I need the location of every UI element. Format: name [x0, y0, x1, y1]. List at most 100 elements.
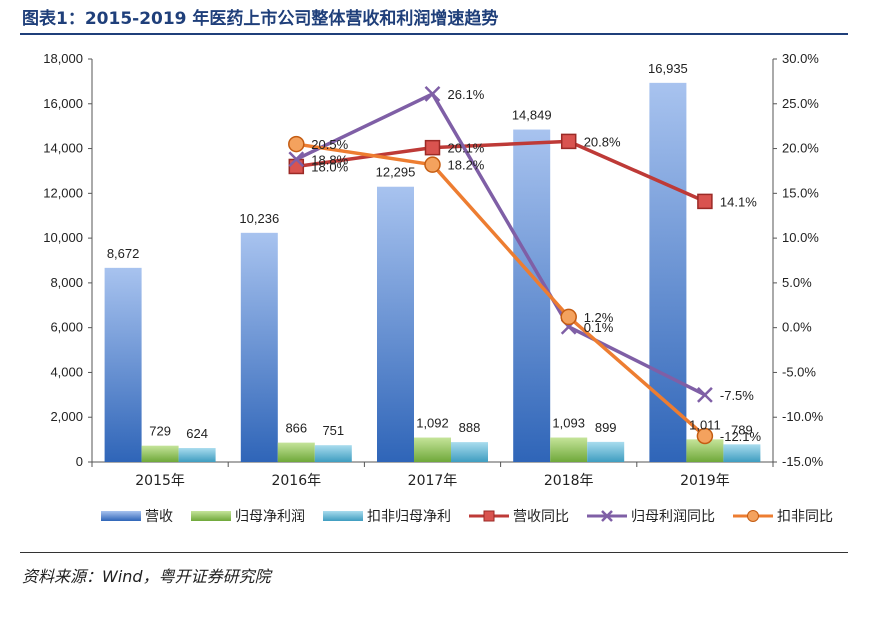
bar	[104, 267, 142, 462]
legend-label: 归母利润同比	[631, 508, 715, 525]
bar	[314, 445, 352, 462]
legend-item: 营收	[101, 509, 173, 525]
bar	[649, 82, 687, 462]
legend-marker	[483, 510, 495, 522]
legend-label: 归母净利润	[235, 508, 305, 525]
bar-data-label: 789	[731, 422, 753, 437]
source-note: 资料来源：Wind，粤开证券研究院	[22, 567, 271, 586]
right-tick-label: -5.0%	[782, 364, 816, 379]
left-tick-label: 4,000	[50, 364, 83, 379]
line-data-label: -7.5%	[720, 388, 754, 403]
right-tick-label: 5.0%	[782, 275, 812, 290]
left-tick-label: 18,000	[43, 51, 83, 66]
bar	[587, 441, 625, 462]
bar	[414, 437, 451, 462]
bar	[277, 442, 315, 462]
bar	[240, 232, 278, 462]
bar-data-label: 10,236	[239, 211, 279, 226]
left-tick-label: 8,000	[50, 275, 83, 290]
bar-data-label: 866	[285, 421, 307, 436]
square-marker	[697, 193, 713, 210]
legend-item: 归母利润同比	[587, 508, 715, 525]
left-tick-label: 16,000	[43, 96, 83, 111]
right-tick-label: 0.0%	[782, 320, 812, 335]
circle-marker	[560, 308, 577, 326]
x-category-label: 2019年	[680, 473, 730, 489]
legend-label: 营收同比	[513, 509, 569, 525]
legend-label: 扣非归母净利	[367, 508, 451, 525]
x-category-label: 2018年	[544, 473, 594, 489]
footer-divider	[20, 552, 848, 553]
bar-data-label: 12,295	[376, 165, 416, 180]
line-data-label: 0.1%	[584, 320, 614, 335]
right-tick-label: 25.0%	[782, 96, 819, 111]
left-tick-label: 10,000	[43, 230, 83, 245]
legend-marker	[747, 510, 759, 522]
bar-data-label: 729	[149, 424, 171, 439]
axes-layer: 0 2,000 4,000 6,000 8,000 10,000 12,000 14,000 1…	[43, 51, 823, 489]
series-line	[295, 92, 706, 397]
line-data-label: 26.1%	[448, 87, 485, 102]
bar-data-label: 14,849	[512, 108, 552, 123]
right-tick-label: 20.0%	[782, 141, 819, 156]
right-tick-label: 15.0%	[782, 185, 819, 200]
x-category-label: 2017年	[408, 473, 458, 489]
bar-data-label: 8,672	[107, 246, 140, 261]
line-data-label: 20.5%	[311, 137, 348, 152]
bar-data-label: 899	[595, 420, 617, 435]
bar-data-label: 1,011	[689, 417, 721, 432]
x-marker	[424, 86, 441, 102]
legend-label: 营收	[145, 509, 173, 525]
bar-data-label: 16,935	[648, 61, 688, 76]
bar	[451, 442, 488, 462]
bar-data-label: 751	[322, 423, 344, 438]
line-data-label: 20.1%	[448, 141, 485, 156]
bar-data-label: 624	[186, 426, 208, 441]
legend: 营收 归母净利润 扣非归母净利 营收同比 归母利润同比 扣非同比	[101, 508, 833, 525]
bar	[178, 448, 216, 462]
title-divider	[20, 33, 848, 35]
legend-item: 扣非归母净利	[323, 508, 451, 525]
x-marker	[288, 151, 305, 168]
circle-marker	[288, 135, 305, 153]
bar	[513, 129, 551, 462]
square-marker	[560, 133, 577, 150]
line-data-label: 18.2%	[448, 158, 485, 173]
left-tick-label: 0	[76, 454, 83, 469]
legend-item: 扣非同比	[733, 509, 833, 525]
left-tick-label: 2,000	[50, 409, 83, 424]
line-data-label: -12.1%	[720, 429, 762, 444]
legend-swatch	[191, 511, 231, 521]
figure-title: 图表1：2015-2019 年医药上市公司整体营收和利润增速趋势	[22, 9, 499, 29]
x-category-label: 2015年	[135, 473, 185, 489]
bar	[141, 445, 179, 462]
left-tick-label: 6,000	[50, 320, 83, 335]
line-data-label: 14.1%	[720, 194, 757, 209]
legend-swatch	[323, 511, 363, 521]
right-tick-label: -15.0%	[782, 454, 824, 469]
legend-marker	[601, 510, 613, 522]
left-tick-label: 12,000	[43, 185, 83, 200]
series-line	[296, 139, 706, 203]
bar	[377, 186, 414, 462]
circle-marker	[696, 427, 714, 445]
labels-layer: 8,672 10,236 12,295 14,849 16,935 729 866 1,092…	[107, 61, 762, 444]
series-line	[296, 142, 707, 438]
bar	[686, 439, 724, 462]
bar-data-label: 1,092	[416, 416, 449, 431]
bar	[723, 444, 761, 462]
square-marker	[424, 139, 441, 156]
x-marker	[697, 386, 713, 403]
bar-data-label: 1,093	[552, 416, 585, 431]
right-tick-label: 30.0%	[782, 51, 819, 66]
circle-marker	[424, 156, 441, 173]
square-marker	[288, 158, 305, 175]
right-tick-label: 10.0%	[782, 230, 819, 245]
bars-layer	[104, 82, 761, 462]
right-tick-label: -10.0%	[782, 409, 824, 424]
legend-label: 扣非同比	[777, 509, 833, 525]
line-data-label: 20.8%	[584, 134, 621, 149]
legend-swatch	[101, 511, 141, 521]
left-tick-label: 14,000	[43, 141, 83, 156]
